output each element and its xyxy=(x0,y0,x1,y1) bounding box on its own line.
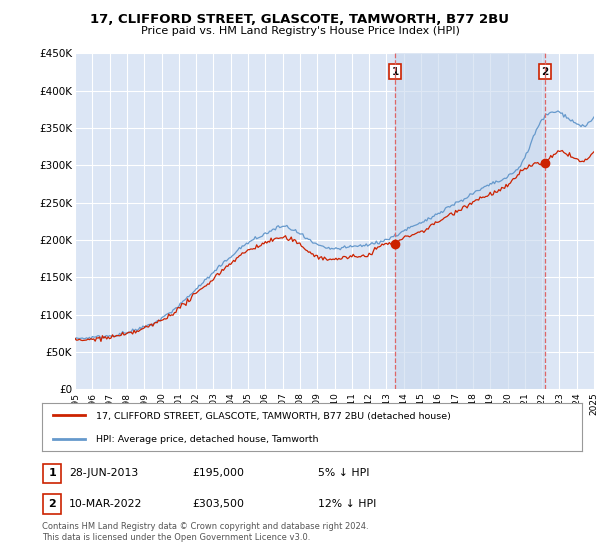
Text: £303,500: £303,500 xyxy=(192,499,244,509)
Text: 2: 2 xyxy=(49,499,56,509)
Text: Price paid vs. HM Land Registry's House Price Index (HPI): Price paid vs. HM Land Registry's House … xyxy=(140,26,460,36)
Text: 5% ↓ HPI: 5% ↓ HPI xyxy=(318,468,370,478)
Bar xyxy=(395,53,545,389)
Text: 12% ↓ HPI: 12% ↓ HPI xyxy=(318,499,376,509)
Text: 28-JUN-2013: 28-JUN-2013 xyxy=(69,468,138,478)
Text: 10-MAR-2022: 10-MAR-2022 xyxy=(69,499,142,509)
Text: 17, CLIFFORD STREET, GLASCOTE, TAMWORTH, B77 2BU (detached house): 17, CLIFFORD STREET, GLASCOTE, TAMWORTH,… xyxy=(96,412,451,421)
Text: 17, CLIFFORD STREET, GLASCOTE, TAMWORTH, B77 2BU: 17, CLIFFORD STREET, GLASCOTE, TAMWORTH,… xyxy=(91,13,509,26)
Text: Contains HM Land Registry data © Crown copyright and database right 2024.
This d: Contains HM Land Registry data © Crown c… xyxy=(42,522,368,542)
Text: 2: 2 xyxy=(541,67,548,77)
Text: 1: 1 xyxy=(391,67,398,77)
Text: £195,000: £195,000 xyxy=(192,468,244,478)
Text: HPI: Average price, detached house, Tamworth: HPI: Average price, detached house, Tamw… xyxy=(96,435,319,444)
Text: 1: 1 xyxy=(49,468,56,478)
